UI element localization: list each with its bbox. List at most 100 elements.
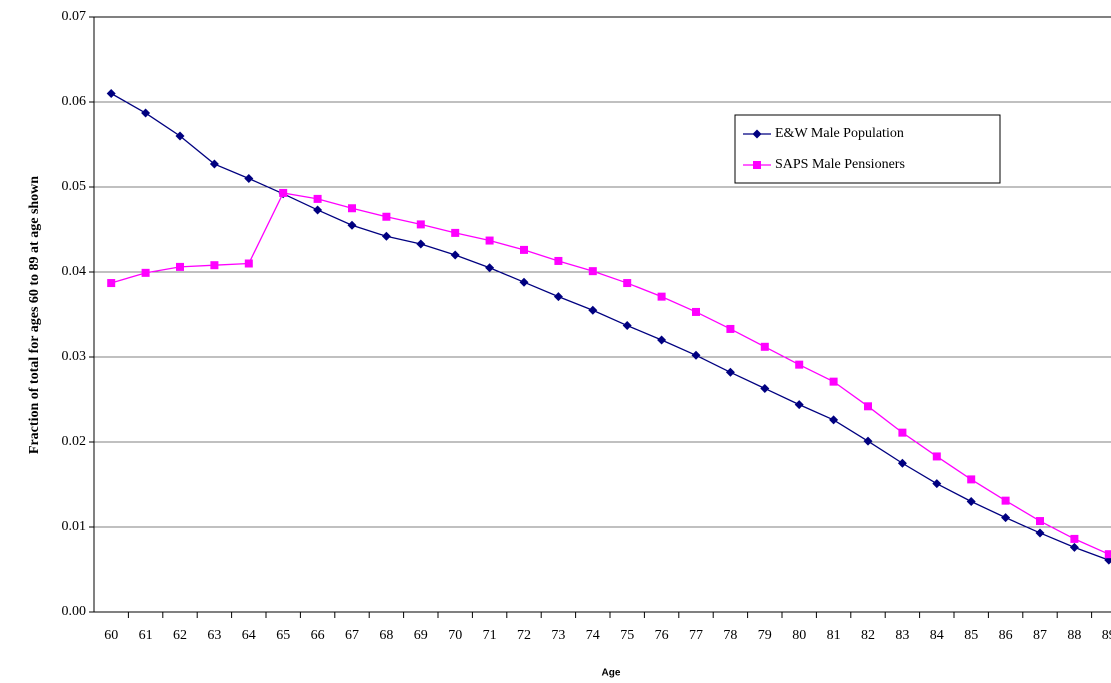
x-tick-label: 81 xyxy=(827,628,841,643)
y-tick-label: 0.06 xyxy=(62,94,87,109)
data-point xyxy=(554,256,563,265)
x-tick-label: 65 xyxy=(276,628,290,643)
data-point xyxy=(553,292,563,302)
legend-box xyxy=(734,114,1001,184)
x-tick-label: 62 xyxy=(173,628,187,643)
y-tick-label: 0.07 xyxy=(62,9,87,24)
data-point xyxy=(382,212,391,221)
data-point xyxy=(176,262,184,271)
data-point xyxy=(450,250,460,260)
x-tick-label: 88 xyxy=(1067,628,1081,643)
data-point xyxy=(107,279,116,288)
data-point xyxy=(347,220,357,230)
x-tick-label: 75 xyxy=(620,628,634,643)
data-point xyxy=(313,194,322,203)
legend-marker xyxy=(752,129,762,139)
data-point xyxy=(898,428,907,437)
x-tick-label: 73 xyxy=(551,628,565,643)
data-point xyxy=(348,204,356,213)
x-tick-label: 64 xyxy=(242,628,256,643)
x-tick-label: 71 xyxy=(483,628,497,643)
data-point xyxy=(967,475,976,484)
data-point xyxy=(588,305,598,315)
data-point xyxy=(244,259,253,268)
data-point xyxy=(1069,542,1079,552)
x-tick-label: 76 xyxy=(655,628,669,643)
data-point xyxy=(588,267,597,276)
data-point xyxy=(760,342,769,351)
x-tick-label: 83 xyxy=(895,628,909,643)
legend-marker xyxy=(753,161,761,169)
x-tick-label: 78 xyxy=(723,628,737,643)
data-point xyxy=(795,360,804,369)
x-tick-label: 70 xyxy=(448,628,462,643)
y-tick-label: 0.01 xyxy=(62,519,87,534)
x-tick-label: 60 xyxy=(104,628,118,643)
legend-label: SAPS Male Pensioners xyxy=(775,157,905,172)
x-tick-label: 74 xyxy=(586,628,600,643)
x-axis-label: Age xyxy=(602,668,621,679)
data-point xyxy=(210,261,219,270)
x-tick-label: 85 xyxy=(964,628,978,643)
data-point xyxy=(485,236,494,245)
data-point xyxy=(829,377,838,386)
data-point xyxy=(829,415,839,425)
data-point xyxy=(485,263,495,273)
data-point xyxy=(692,307,700,316)
data-point xyxy=(726,324,735,333)
data-point xyxy=(691,350,701,360)
data-point xyxy=(657,335,667,345)
series-line xyxy=(110,92,1110,561)
y-tick-label: 0.05 xyxy=(62,179,87,194)
y-tick-label: 0.03 xyxy=(62,349,87,364)
x-tick-label: 84 xyxy=(930,628,944,643)
x-tick-label: 82 xyxy=(861,628,875,643)
data-point xyxy=(141,268,150,277)
data-point xyxy=(760,383,770,393)
data-point xyxy=(381,231,391,241)
data-point xyxy=(725,367,735,377)
x-tick-label: 72 xyxy=(517,628,531,643)
data-point xyxy=(1036,517,1044,526)
data-point xyxy=(244,174,254,183)
x-tick-label: 89 xyxy=(1102,628,1111,643)
x-tick-label: 61 xyxy=(139,628,153,643)
x-tick-label: 80 xyxy=(792,628,806,643)
data-point xyxy=(313,205,323,215)
data-point xyxy=(416,220,425,229)
x-tick-label: 66 xyxy=(311,628,325,643)
x-tick-label: 69 xyxy=(414,628,428,643)
data-point xyxy=(106,89,116,98)
data-point xyxy=(141,108,151,118)
data-point xyxy=(279,188,288,197)
data-point xyxy=(1035,528,1045,538)
data-point xyxy=(209,159,219,169)
series-line xyxy=(111,192,1110,555)
data-point xyxy=(932,479,942,489)
data-point xyxy=(966,497,976,506)
data-point xyxy=(897,458,907,468)
data-point xyxy=(657,292,666,301)
y-tick-label: 0.00 xyxy=(62,604,87,619)
x-tick-label: 86 xyxy=(999,628,1013,643)
data-point xyxy=(932,452,941,461)
data-point xyxy=(416,239,426,249)
data-point xyxy=(1001,513,1011,523)
data-point xyxy=(1070,534,1079,543)
x-tick-label: 79 xyxy=(758,628,772,643)
data-point xyxy=(451,228,460,237)
x-tick-label: 87 xyxy=(1033,628,1047,643)
data-point xyxy=(623,279,632,288)
data-point xyxy=(863,436,873,446)
data-point xyxy=(622,321,632,331)
x-tick-label: 77 xyxy=(689,628,703,643)
x-tick-label: 67 xyxy=(345,628,359,643)
y-tick-label: 0.04 xyxy=(62,264,87,279)
legend-label: E&W Male Population xyxy=(775,126,904,141)
data-point xyxy=(175,131,185,141)
y-tick-label: 0.02 xyxy=(62,434,87,449)
data-point xyxy=(1001,496,1010,505)
data-point xyxy=(794,400,804,410)
data-point xyxy=(519,277,529,287)
